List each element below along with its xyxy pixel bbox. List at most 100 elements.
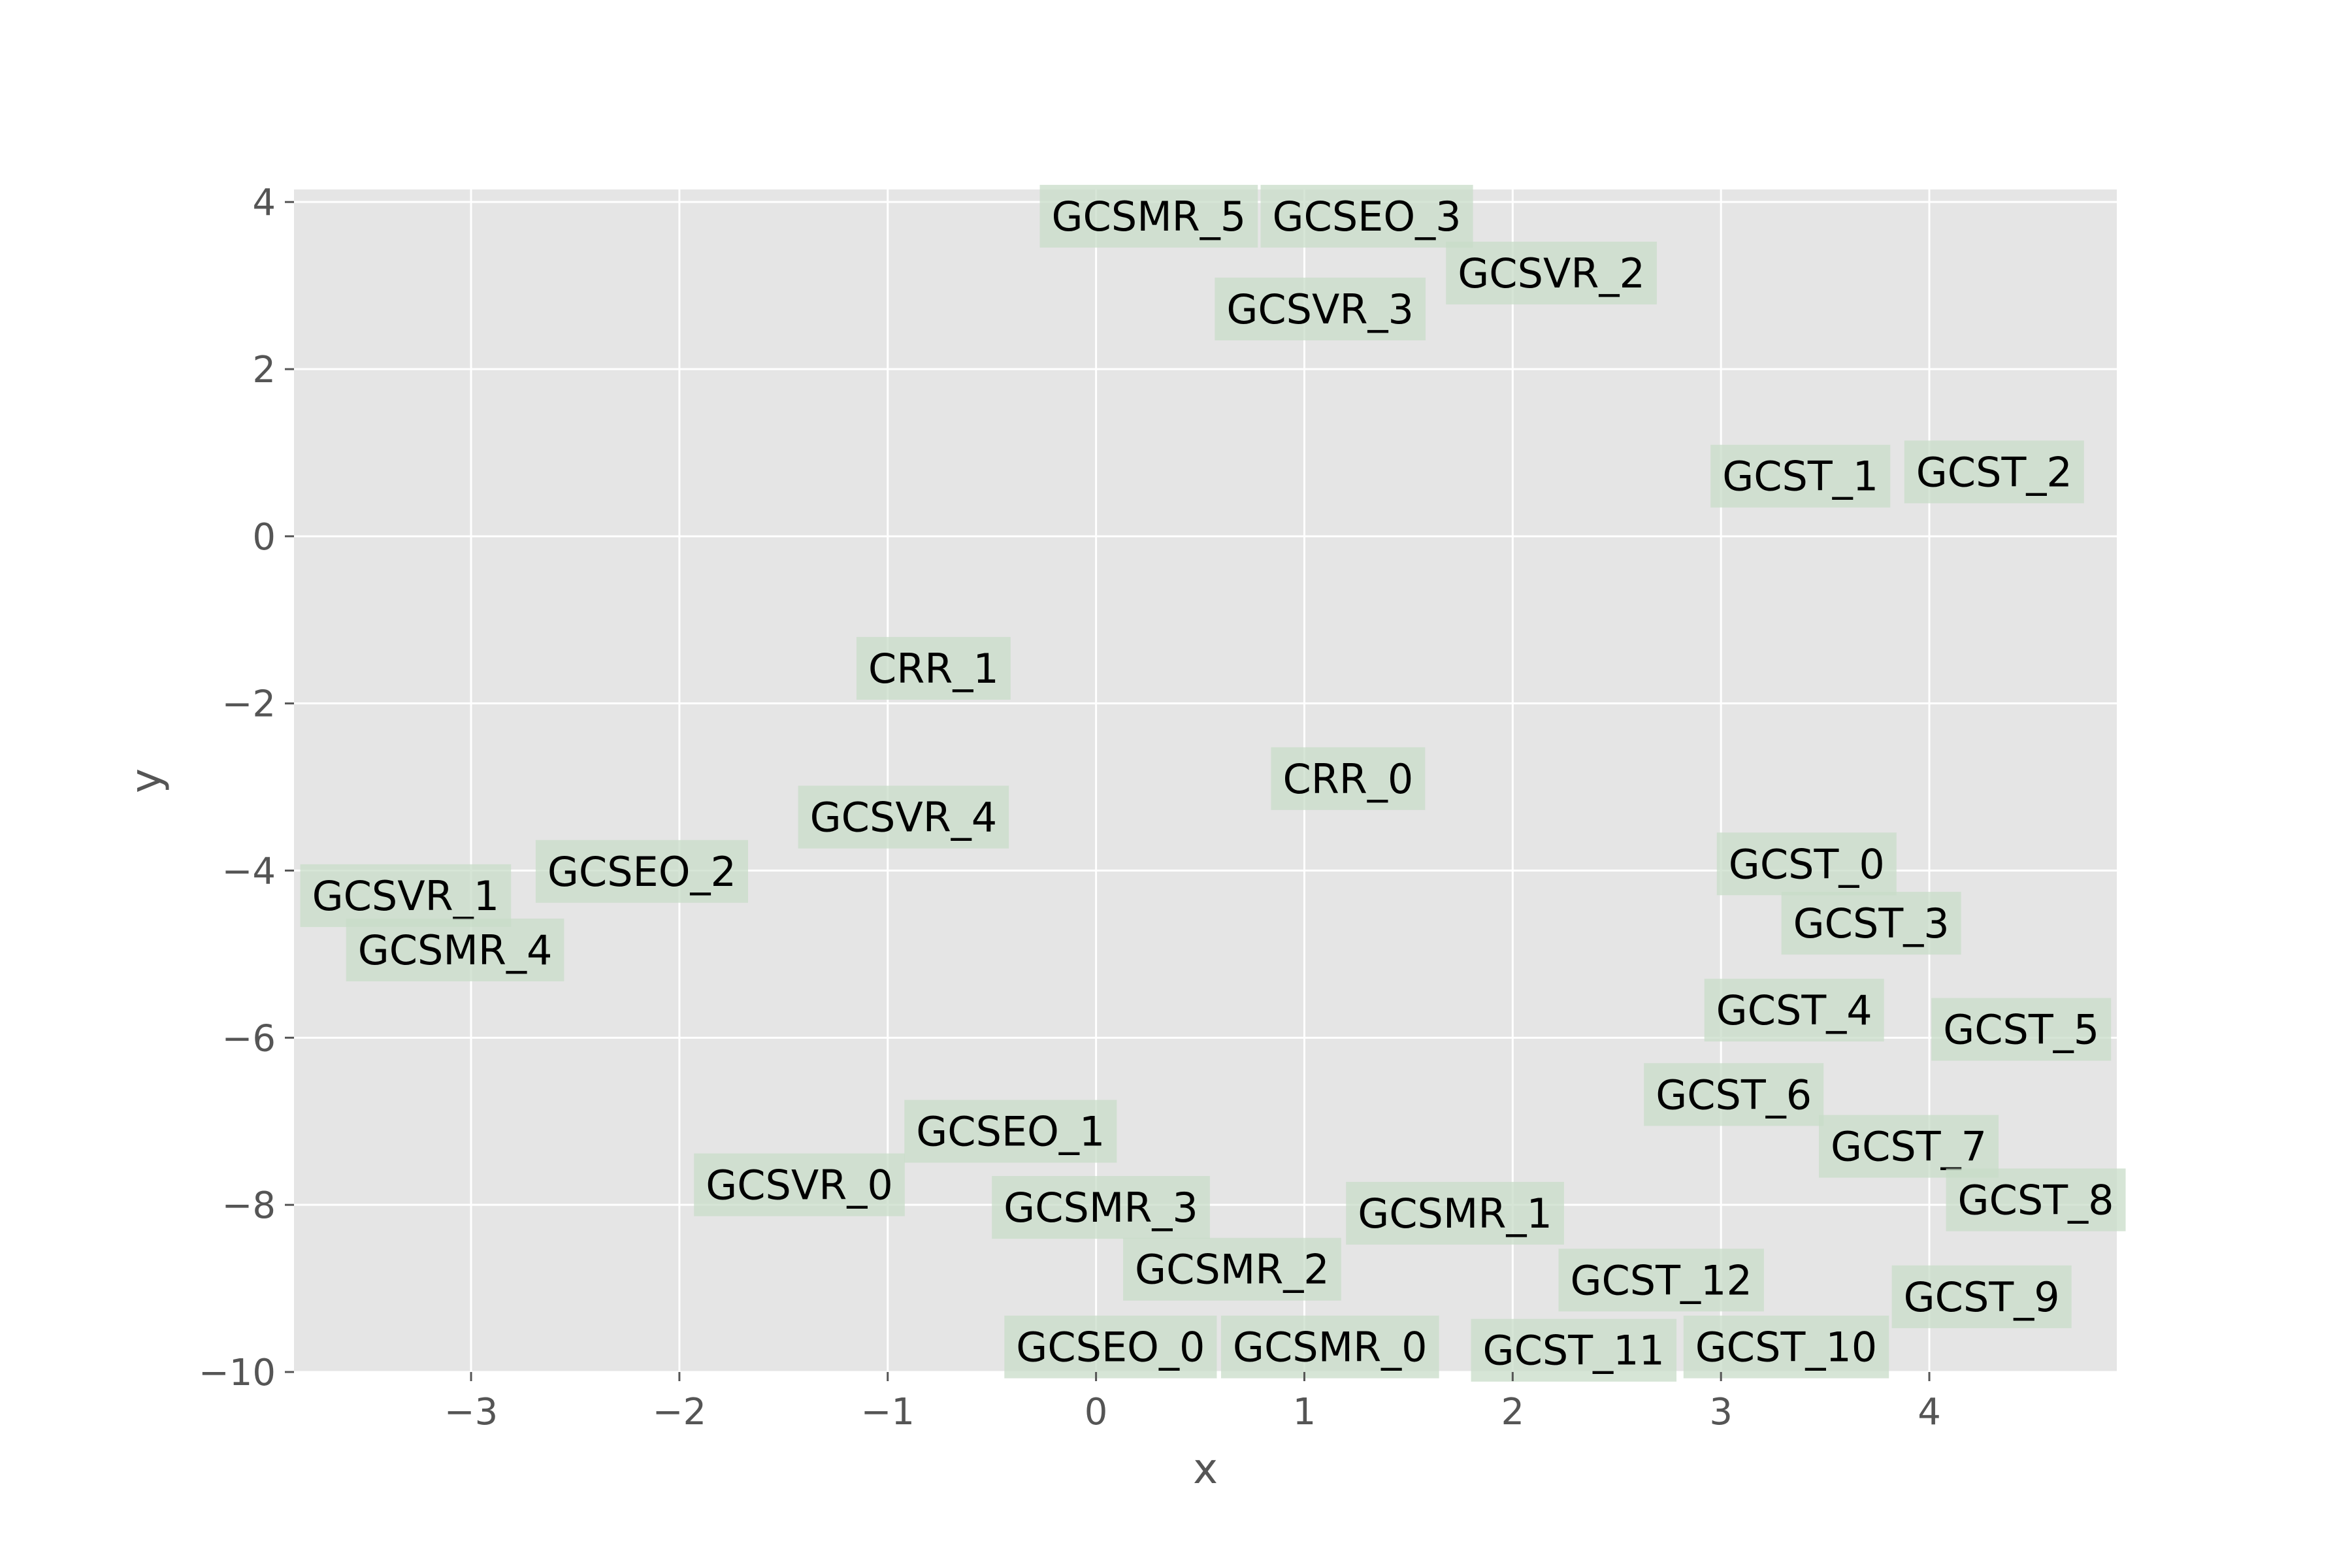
- point-label-group: GCSEO_0: [1004, 1315, 1217, 1379]
- point-label-group: GCST_5: [1931, 998, 2112, 1061]
- point-label-box: [1215, 277, 1426, 340]
- point-label: GCSMR_5: [1052, 193, 1247, 240]
- point-label-group: GCSEO_1: [904, 1100, 1117, 1163]
- plot-area: [294, 189, 2117, 1372]
- y-tick-label: 2: [252, 349, 276, 391]
- point-label: GCSEO_1: [916, 1108, 1105, 1156]
- x-axis-label: x: [1193, 1445, 1218, 1494]
- point-label-group: GCST_2: [1904, 440, 2084, 504]
- point-label: GCST_11: [1483, 1327, 1665, 1375]
- x-tick-label: 4: [1918, 1391, 1941, 1433]
- point-label-group: GCSVR_2: [1446, 241, 1657, 304]
- point-label-group: GCSVR_3: [1215, 277, 1426, 340]
- point-label-group: GCSVR_1: [300, 864, 512, 927]
- point-label: GCST_2: [1916, 448, 2072, 496]
- point-label: GCST_9: [1904, 1273, 2060, 1321]
- y-tick-label: −6: [221, 1017, 276, 1060]
- point-label-group: GCSMR_4: [346, 919, 564, 982]
- point-label: GCSEO_2: [547, 848, 736, 896]
- point-label-group: GCSEO_3: [1260, 184, 1473, 248]
- point-label-group: CRR_0: [1271, 747, 1426, 810]
- x-tick-label: 0: [1085, 1391, 1108, 1433]
- y-axis-ticks: −10 −8 −6 −4 −2 0 2 4: [199, 182, 294, 1394]
- point-label: GCST_10: [1695, 1324, 1877, 1371]
- point-label-group: GCSMR_5: [1039, 184, 1258, 248]
- x-tick-label: −1: [860, 1391, 915, 1433]
- point-label: GCSVR_1: [312, 872, 500, 920]
- point-label: GCSVR_2: [1458, 250, 1645, 297]
- point-label-box: [856, 636, 1011, 700]
- point-label: GCSMR_1: [1358, 1190, 1552, 1237]
- point-label-group: GCST_10: [1683, 1315, 1889, 1379]
- point-label-box: [346, 919, 564, 982]
- point-label: GCST_5: [1943, 1006, 2099, 1054]
- point-label-group: GCSVR_4: [798, 785, 1009, 849]
- point-label-group: GCST_3: [1781, 892, 1961, 955]
- point-label-box: [1271, 747, 1426, 810]
- point-label-box: [1471, 1318, 1677, 1382]
- point-label-box: [1346, 1181, 1564, 1245]
- x-tick-label: 3: [1709, 1391, 1733, 1433]
- point-label-group: GCSMR_2: [1123, 1237, 1341, 1301]
- point-label-group: GCSMR_3: [992, 1176, 1210, 1239]
- point-label: GCSMR_3: [1004, 1184, 1198, 1232]
- point-label-box: [1710, 444, 1891, 508]
- point-label: GCSMR_0: [1233, 1324, 1428, 1371]
- point-label-box: [1931, 998, 2112, 1061]
- point-label: GCST_8: [1958, 1176, 2114, 1224]
- point-label-box: [1004, 1315, 1217, 1379]
- point-label-box: [1891, 1265, 2072, 1328]
- point-label: CRR_0: [1282, 755, 1413, 803]
- point-label: GCST_0: [1729, 840, 1885, 888]
- point-label-group: GCST_9: [1891, 1265, 2072, 1328]
- point-label-group: CRR_1: [856, 636, 1011, 700]
- point-label-box: [694, 1153, 905, 1217]
- x-tick-label: 1: [1293, 1391, 1316, 1433]
- y-axis-label: y: [122, 768, 171, 793]
- point-label-box: [1558, 1249, 1764, 1312]
- point-label: GCSMR_4: [358, 926, 553, 974]
- point-label: GCST_6: [1656, 1071, 1812, 1119]
- point-label-box: [1039, 184, 1258, 248]
- point-label: GCSMR_2: [1135, 1246, 1330, 1294]
- y-tick-label: −4: [221, 851, 276, 893]
- point-label-box: [798, 785, 1009, 849]
- point-label: GCSVR_4: [810, 794, 998, 841]
- x-axis-ticks: −3 −2 −1 0 1 2 3 4: [444, 1372, 1941, 1433]
- point-label-box: [992, 1176, 1210, 1239]
- point-label-box: [1704, 979, 1884, 1042]
- point-label-group: GCST_4: [1704, 979, 1884, 1042]
- point-label-box: [300, 864, 512, 927]
- point-label-group: GCST_7: [1819, 1115, 1999, 1178]
- x-tick-label: −2: [653, 1391, 707, 1433]
- point-label-group: GCSVR_0: [694, 1153, 905, 1217]
- y-tick-label: 0: [252, 516, 276, 559]
- point-label-box: [1644, 1063, 1824, 1126]
- point-label-box: [535, 840, 748, 903]
- point-label-group: GCST_11: [1471, 1318, 1677, 1382]
- point-label-group: GCST_8: [1946, 1168, 2126, 1232]
- point-labels: GCSMR_5 GCSEO_3 GCSVR_2 GCSVR_3 GCST_1 GCST_2…: [300, 184, 2126, 1382]
- point-label: GCSVR_0: [706, 1161, 893, 1209]
- point-label-box: [1123, 1237, 1341, 1301]
- point-label-box: [1220, 1315, 1439, 1379]
- y-tick-label: −10: [199, 1352, 276, 1394]
- point-label-box: [1260, 184, 1473, 248]
- y-tick-label: −8: [221, 1184, 276, 1227]
- x-tick-label: −3: [444, 1391, 498, 1433]
- point-label-group: GCSEO_2: [535, 840, 748, 903]
- y-tick-label: −2: [221, 683, 276, 726]
- x-tick-label: 2: [1501, 1391, 1524, 1433]
- point-label-box: [1781, 892, 1961, 955]
- point-label-box: [1446, 241, 1657, 304]
- point-label-group: GCSMR_0: [1220, 1315, 1439, 1379]
- y-tick-label: 4: [252, 182, 276, 224]
- point-label: GCST_7: [1831, 1123, 1987, 1171]
- point-label-box: [1904, 440, 2084, 504]
- point-label-group: GCST_6: [1644, 1063, 1824, 1126]
- point-label: GCSVR_3: [1226, 286, 1414, 333]
- point-label-box: [1819, 1115, 1999, 1178]
- point-label-group: GCST_0: [1716, 832, 1897, 896]
- point-label: CRR_1: [868, 645, 999, 693]
